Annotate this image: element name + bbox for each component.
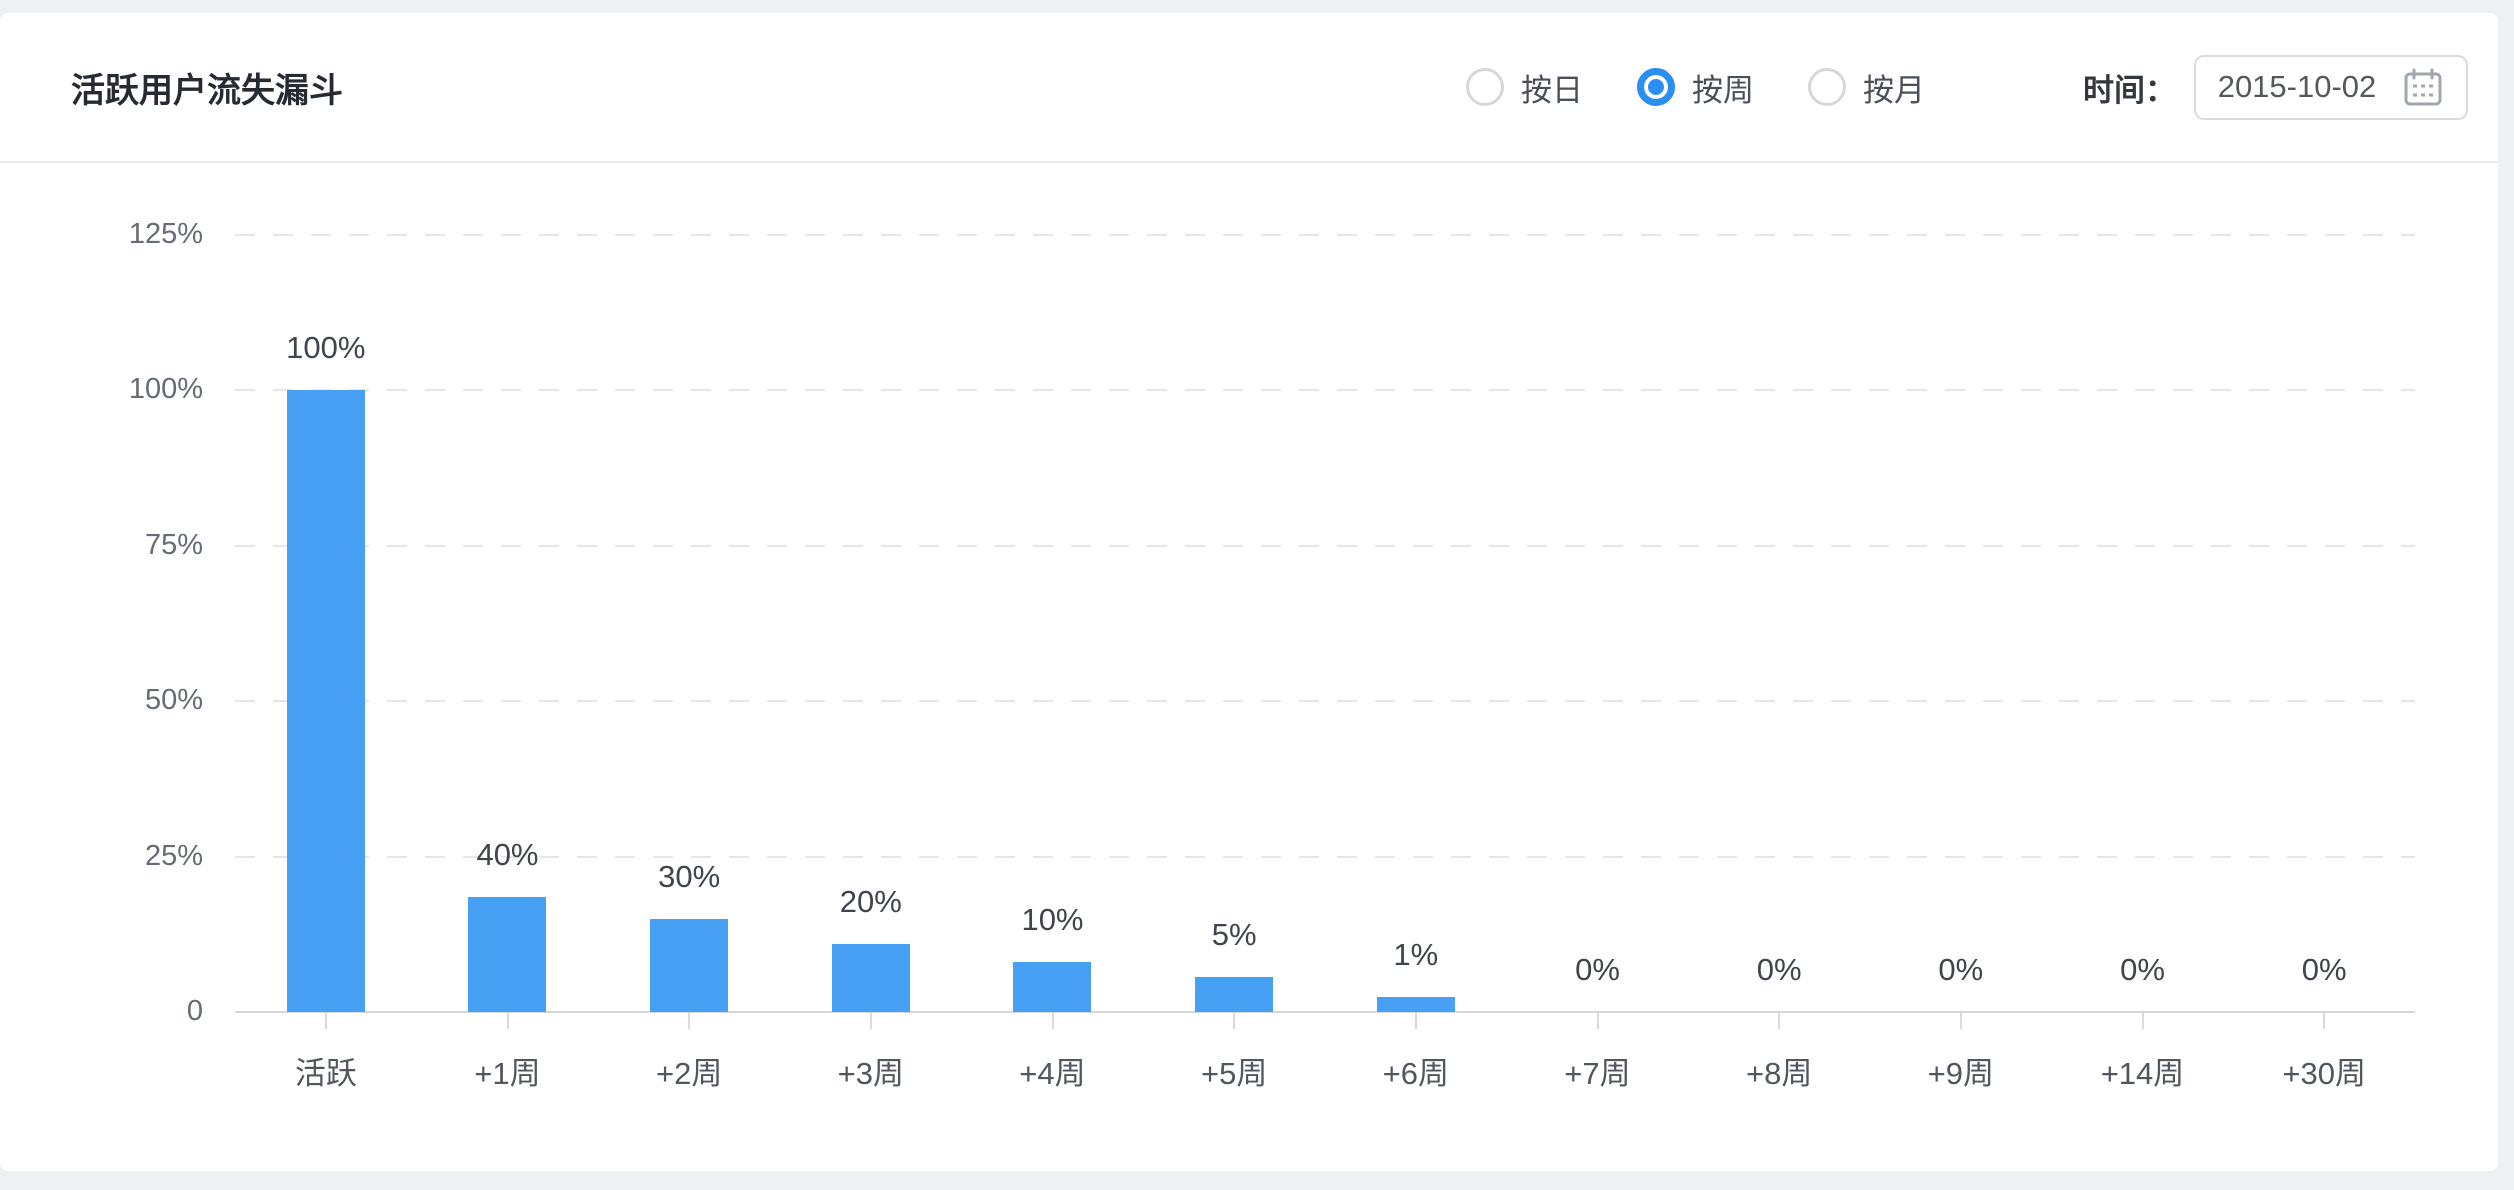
- bar-column: 40% +1周: [417, 163, 599, 1091]
- x-axis-tick: [1051, 1012, 1054, 1029]
- y-axis-label: 125%: [128, 218, 203, 250]
- x-axis-tick: [324, 1012, 327, 1029]
- x-axis-label: +8周: [1745, 1056, 1813, 1091]
- bar-column: 0% +9周: [1870, 163, 2052, 1091]
- bar-value-label: 0%: [1756, 952, 1802, 987]
- x-axis-label: +3周: [837, 1056, 904, 1091]
- bar-value-label: 40%: [476, 837, 539, 873]
- x-axis-tick: [2141, 1012, 2144, 1029]
- bar: [1376, 997, 1455, 1012]
- bar: [831, 943, 910, 1012]
- bar: [286, 390, 365, 1012]
- grid-line: [235, 855, 2415, 858]
- x-axis-tick: [1596, 1012, 1599, 1029]
- bar-column: 20% +3周: [780, 163, 962, 1091]
- bar-value-label: 0%: [1938, 952, 1984, 987]
- bar-value-label: 0%: [2301, 952, 2347, 987]
- x-axis-label: +4周: [1019, 1056, 1086, 1091]
- bar-value-label: 1%: [1393, 937, 1439, 973]
- bar-column: 10% +4周: [962, 163, 1144, 1091]
- bar-value-label: 5%: [1211, 917, 1257, 953]
- y-axis-label: 100%: [128, 373, 203, 406]
- radio-unselected-icon[interactable]: [1466, 68, 1504, 106]
- date-picker-input[interactable]: 2015-10-02: [2194, 54, 2468, 120]
- bar-column: 100% 活跃: [235, 163, 417, 1090]
- bar: [1013, 961, 1092, 1012]
- x-axis-tick: [1414, 1012, 1417, 1029]
- x-axis-tick: [1959, 1012, 1962, 1029]
- calendar-icon: [2404, 68, 2442, 106]
- y-axis-label: 50%: [144, 684, 203, 717]
- y-axis-label: 0: [186, 995, 203, 1027]
- radio-by-day[interactable]: 按日: [1466, 65, 1583, 110]
- radio-label: 按日: [1521, 72, 1583, 108]
- bar: [1195, 977, 1274, 1012]
- x-axis-line: [235, 1011, 2415, 1013]
- x-axis-label: +7周: [1564, 1056, 1631, 1091]
- radio-by-week[interactable]: 按周: [1637, 65, 1754, 110]
- x-axis-tick: [506, 1012, 509, 1029]
- x-axis-tick: [1778, 1012, 1781, 1029]
- grid-line: [235, 544, 2415, 547]
- date-value: 2015-10-02: [2217, 69, 2377, 104]
- bar-value-label: 30%: [658, 858, 721, 894]
- bar-column: 1% +6周: [1325, 163, 1507, 1091]
- y-axis-label: 75%: [144, 528, 203, 561]
- bar: [468, 897, 547, 1012]
- header-controls: 按日 按周 按月 时间： 2015-10-02: [1466, 54, 2468, 120]
- x-axis-label: +6周: [1382, 1056, 1449, 1091]
- radio-by-month[interactable]: 按月: [1808, 65, 1925, 110]
- radio-label: 按月: [1863, 72, 1925, 108]
- grid-line: [235, 234, 2415, 236]
- bar: [650, 918, 729, 1012]
- x-axis-label: +30周: [2282, 1056, 2366, 1091]
- x-axis-tick: [688, 1012, 691, 1029]
- radio-unselected-icon[interactable]: [1808, 68, 1846, 106]
- x-axis-tick: [869, 1012, 872, 1029]
- x-axis-label: +2周: [655, 1056, 723, 1091]
- x-axis-label: +5周: [1200, 1056, 1268, 1091]
- bar-column: 0% +30周: [2233, 163, 2415, 1091]
- chart-card: 活跃用户流失漏斗 按日 按周 按月 时间： 2015-10-02 0 25% 50% 75…: [0, 13, 2498, 1171]
- bar-column: 5% +5周: [1143, 163, 1325, 1091]
- bar-column: 0% +7周: [1507, 163, 1689, 1091]
- x-axis-label: +1周: [474, 1056, 541, 1091]
- x-axis-tick: [1233, 1012, 1236, 1029]
- x-axis-tick: [2323, 1012, 2326, 1029]
- page-title: 活跃用户流失漏斗: [71, 71, 343, 110]
- grid-line: [235, 700, 2415, 703]
- bar-value-label: 100%: [286, 330, 366, 366]
- bar-column: 0% +8周: [1688, 163, 1870, 1091]
- radio-selected-icon[interactable]: [1637, 68, 1675, 106]
- granularity-radio-group: 按日 按周 按月: [1466, 65, 1979, 110]
- x-axis-label: +9周: [1927, 1056, 1994, 1091]
- x-axis-label: +14周: [2100, 1056, 2185, 1091]
- bar-column: 30% +2周: [598, 163, 780, 1091]
- bar-value-label: 20%: [839, 883, 902, 919]
- y-axis-label: 25%: [144, 839, 203, 872]
- radio-label: 按周: [1692, 72, 1754, 108]
- card-header: 活跃用户流失漏斗 按日 按周 按月 时间： 2015-10-02: [0, 13, 2498, 163]
- x-axis-label: 活跃: [294, 1056, 357, 1091]
- grid-line: [235, 389, 2415, 392]
- time-label: 时间：: [2083, 72, 2176, 108]
- bar-column: 0% +14周: [2052, 163, 2234, 1091]
- bar-value-label: 10%: [1021, 901, 1084, 937]
- bar-value-label: 0%: [2120, 952, 2165, 987]
- bar-value-label: 0%: [1575, 952, 1620, 987]
- funnel-bar-chart: 0 25% 50% 75% 100% 125% 100% 活跃 40% +1周 30% +2周 20% +…: [0, 163, 2498, 1171]
